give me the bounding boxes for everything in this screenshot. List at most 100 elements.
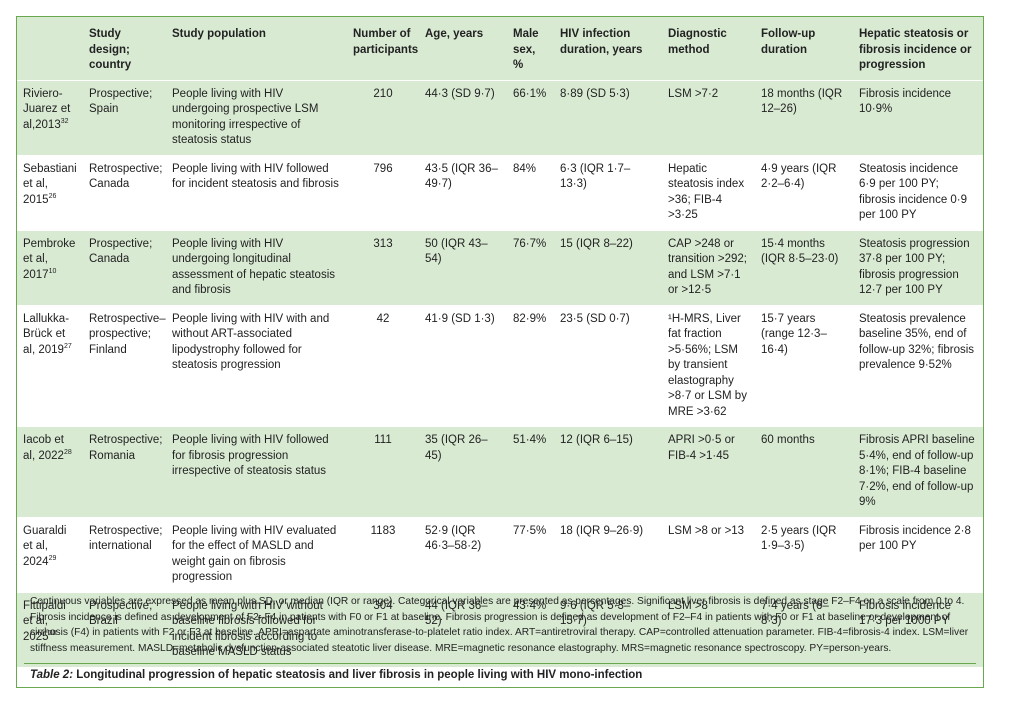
caption-text: Longitudinal progression of hepatic stea… xyxy=(73,669,643,681)
cell-population: People living with HIV evaluated for the… xyxy=(166,516,347,592)
study-name: Lallukka-Brück et al, 2019 xyxy=(23,312,70,356)
cell-male: 77·5% xyxy=(507,516,554,592)
cell-design: Prospective; Brazil xyxy=(83,591,166,667)
cell-age: 50 (IQR 43–54) xyxy=(419,229,507,305)
cell-method: LSM >7·2 xyxy=(662,79,755,155)
cell-population: People living with HIV with and without … xyxy=(166,304,347,427)
cell-duration: 9·6 (IQR 5·3–15·7) xyxy=(554,591,662,667)
cell-age: 43·5 (IQR 36–49·7) xyxy=(419,154,507,230)
reference-number: 26 xyxy=(48,192,57,200)
cell-followup: 15·4 months (IQR 8·5–23·0) xyxy=(755,229,853,305)
cell-age: 44·3 (SD 9·7) xyxy=(419,79,507,155)
header-population: Study population xyxy=(166,17,347,80)
cell-followup: 18 months (IQR 12–26) xyxy=(755,79,853,155)
cell-outcome: Steatosis progression 37·8 per 100 PY; f… xyxy=(853,229,983,305)
cell-participants: 304 xyxy=(347,591,419,667)
header-row: Study design; country Study population N… xyxy=(17,17,983,80)
cell-age: 44 (IQR 36–52) xyxy=(419,591,507,667)
reference-number: 28 xyxy=(63,448,72,456)
table-row: Sebastiani et al, 201526 Retrospective; C… xyxy=(17,154,983,230)
header-age: Age, years xyxy=(419,17,507,80)
header-duration: HIV infection duration, years xyxy=(554,17,662,80)
cell-outcome: Fibrosis incidence 17·3 per 1000 PY xyxy=(853,591,983,667)
cell-participants: 796 xyxy=(347,154,419,230)
table-row: Riviero-Juarez et al,201332 Prospective; … xyxy=(17,79,983,155)
cell-followup: 60 months xyxy=(755,426,853,517)
cell-method: CAP >248 or transition >292; and LSM >7·… xyxy=(662,229,755,305)
cell-method: ¹H-MRS, Liver fat fraction >5·56%; LSM b… xyxy=(662,304,755,427)
cell-followup: 15·7 years (range 12·3–16·4) xyxy=(755,304,853,427)
study-name: Fittipaldi et al, 2025 xyxy=(23,599,66,643)
cell-population: People living with HIV followed for inci… xyxy=(166,154,347,230)
cell-participants: 313 xyxy=(347,229,419,305)
cell-method: LSM >8 or >13 xyxy=(662,516,755,592)
cell-age: 41·9 (SD 1·3) xyxy=(419,304,507,427)
cell-design: Retrospective; Canada xyxy=(83,154,166,230)
reference-number: 27 xyxy=(63,342,72,350)
reference-number: 32 xyxy=(60,117,69,125)
cell-outcome: Steatosis incidence 6·9 per 100 PY; fibr… xyxy=(853,154,983,230)
cell-study: Lallukka-Brück et al, 201927 xyxy=(17,304,83,427)
cell-followup: 2·5 years (IQR 1·9–3·5) xyxy=(755,516,853,592)
study-name: Riviero-Juarez et al,2013 xyxy=(23,87,71,131)
study-name: Sebastiani et al, 2015 xyxy=(23,162,77,206)
table-row: Pembroke et al, 201710 Prospective; Canad… xyxy=(17,229,983,305)
cell-study: Pembroke et al, 201710 xyxy=(17,229,83,305)
cell-duration: 15 (IQR 8–22) xyxy=(554,229,662,305)
cell-outcome: Fibrosis incidence 2·8 per 100 PY xyxy=(853,516,983,592)
cell-design: Retrospective; international xyxy=(83,516,166,592)
cell-duration: 8·89 (SD 5·3) xyxy=(554,79,662,155)
cell-population: People living with HIV without baseline … xyxy=(166,591,347,667)
cell-participants: 210 xyxy=(347,79,419,155)
cell-male: 51·4% xyxy=(507,426,554,517)
reference-number: 30 xyxy=(48,629,57,637)
header-study xyxy=(17,17,83,80)
table-row: Guaraldi et al, 202429 Retrospective; int… xyxy=(17,516,983,592)
cell-male: 82·9% xyxy=(507,304,554,427)
cell-male: 76·7% xyxy=(507,229,554,305)
cell-outcome: Fibrosis incidence 10·9% xyxy=(853,79,983,155)
cell-study: Guaraldi et al, 202429 xyxy=(17,516,83,592)
cell-participants: 42 xyxy=(347,304,419,427)
cell-participants: 111 xyxy=(347,426,419,517)
cell-participants: 1183 xyxy=(347,516,419,592)
cell-male: 66·1% xyxy=(507,79,554,155)
cell-duration: 12 (IQR 6–15) xyxy=(554,426,662,517)
cell-population: People living with HIV undergoing longit… xyxy=(166,229,347,305)
cell-design: Retrospective–prospective; Finland xyxy=(83,304,166,427)
table-row: Lallukka-Brück et al, 201927 Retrospectiv… xyxy=(17,304,983,427)
header-outcome: Hepatic steatosis or fibrosis incidence … xyxy=(853,17,983,80)
cell-outcome: Fibrosis APRI baseline 5·4%, end of foll… xyxy=(853,426,983,517)
cell-followup: 4·9 years (IQR 2·2–6·4) xyxy=(755,154,853,230)
caption-divider xyxy=(24,663,976,664)
table-row: Fittipaldi et al, 202530 Prospective; Bra… xyxy=(17,591,983,667)
caption-label: Table 2: xyxy=(30,669,74,681)
header-design: Study design; country xyxy=(83,17,166,80)
reference-number: 29 xyxy=(48,554,57,562)
cell-age: 52·9 (IQR 46·3–58·2) xyxy=(419,516,507,592)
cell-design: Retrospective; Romania xyxy=(83,426,166,517)
data-table: Study design; country Study population N… xyxy=(17,17,983,667)
cell-duration: 18 (IQR 9–26·9) xyxy=(554,516,662,592)
header-followup: Follow-up duration xyxy=(755,17,853,80)
cell-age: 35 (IQR 26–45) xyxy=(419,426,507,517)
header-male: Male sex, % xyxy=(507,17,554,80)
cell-male: 84% xyxy=(507,154,554,230)
table-body: Riviero-Juarez et al,201332 Prospective; … xyxy=(17,79,983,667)
header-participants: Number of participants xyxy=(347,17,419,80)
cell-study: Iacob et al, 202228 xyxy=(17,426,83,517)
table-row: Iacob et al, 202228 Retrospective; Romani… xyxy=(17,426,983,517)
cell-study: Fittipaldi et al, 202530 xyxy=(17,591,83,667)
cell-design: Prospective; Spain xyxy=(83,79,166,155)
cell-duration: 6·3 (IQR 1·7–13·3) xyxy=(554,154,662,230)
cell-population: People living with HIV undergoing prospe… xyxy=(166,79,347,155)
study-name: Iacob et al, 2022 xyxy=(23,434,64,462)
cell-method: Hepatic steatosis index >36; FIB-4 >3·25 xyxy=(662,154,755,230)
cell-method: APRI >0·5 or FIB-4 >1·45 xyxy=(662,426,755,517)
cell-design: Prospective; Canada xyxy=(83,229,166,305)
cell-method: LSM >8 xyxy=(662,591,755,667)
cell-duration: 23·5 (SD 0·7) xyxy=(554,304,662,427)
cell-followup: 7·4 years (6–8·3) xyxy=(755,591,853,667)
cell-study: Riviero-Juarez et al,201332 xyxy=(17,79,83,155)
table-footnote: Continuous variables are expressed as me… xyxy=(30,596,969,654)
